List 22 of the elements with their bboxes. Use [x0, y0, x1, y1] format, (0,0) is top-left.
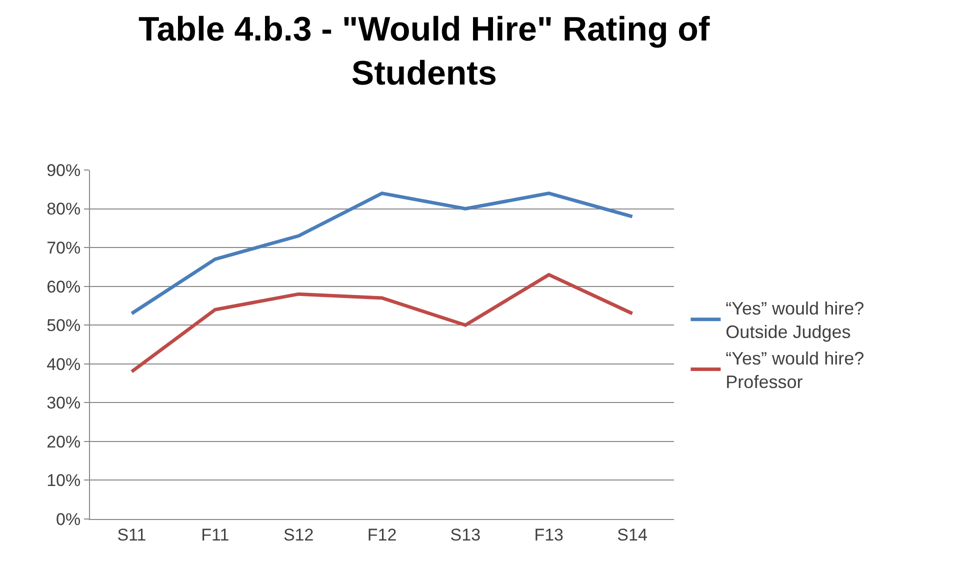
y-tick-label: 60% — [46, 277, 81, 296]
x-tick-label: S11 — [117, 525, 146, 544]
chart-title: Table 4.b.3 - "Would Hire" Rating of Students — [138, 10, 710, 93]
line-series — [130, 272, 634, 374]
line-series — [130, 192, 634, 316]
y-tick-label: 50% — [46, 316, 81, 336]
legend-label: “Yes” would hire? Professor — [726, 348, 864, 392]
x-tick-label: F12 — [367, 525, 397, 544]
legend-label: “Yes” would hire? Outside Judges — [726, 298, 864, 342]
y-tick-label: 80% — [46, 200, 81, 219]
y-tick-label: 10% — [46, 471, 81, 490]
y-tick-label: 40% — [46, 354, 81, 374]
x-tick-label: F11 — [201, 525, 230, 544]
y-tick-label: 30% — [46, 394, 81, 413]
x-tick-label: S14 — [617, 525, 648, 544]
y-tick-label: 70% — [46, 238, 81, 258]
x-tick-label: F13 — [534, 525, 564, 544]
y-tick-label: 90% — [46, 160, 81, 180]
y-tick-label: 0% — [56, 510, 81, 529]
x-tick-label: S13 — [450, 525, 481, 544]
x-tick-label: S12 — [283, 525, 314, 544]
y-tick-label: 20% — [46, 432, 81, 452]
